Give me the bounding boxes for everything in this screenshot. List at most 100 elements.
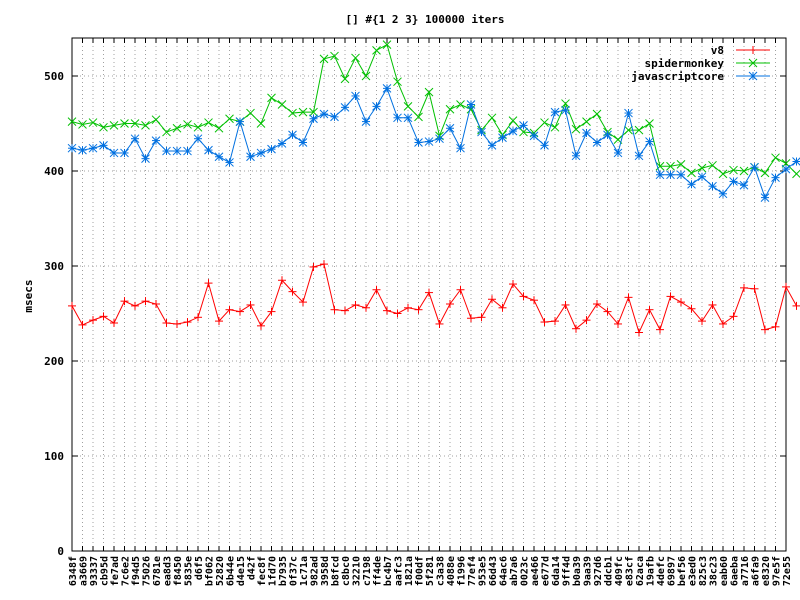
marker-stroke (645, 119, 654, 128)
marker-stroke (708, 160, 717, 170)
data-point (78, 320, 87, 329)
marker-stroke (550, 122, 560, 132)
y-tick-label: 200 (44, 355, 64, 368)
data-point (267, 144, 276, 154)
data-point (582, 316, 591, 325)
marker-stroke (624, 125, 633, 135)
data-point (351, 300, 360, 309)
data-point (708, 300, 717, 309)
marker-stroke (687, 168, 696, 178)
data-point (172, 123, 182, 133)
data-point (582, 117, 591, 126)
marker-stroke (445, 123, 455, 133)
marker-stroke (361, 117, 371, 126)
data-point (498, 303, 507, 312)
data-point (456, 100, 465, 109)
marker-stroke (582, 128, 591, 138)
marker-stroke (424, 87, 434, 97)
data-point (214, 123, 224, 133)
marker-stroke (235, 117, 245, 126)
marker-stroke (676, 170, 686, 180)
marker-stroke (592, 109, 602, 119)
data-point (204, 279, 213, 288)
marker-stroke (540, 140, 549, 150)
data-point (645, 137, 654, 146)
marker-stroke (288, 130, 297, 140)
data-point (162, 146, 171, 156)
data-point (341, 306, 349, 315)
data-point (781, 164, 791, 174)
data-point (592, 138, 602, 147)
x-tick-label: 825c3 (698, 556, 709, 586)
data-point (782, 282, 790, 291)
data-point (666, 161, 675, 171)
marker-stroke (141, 154, 150, 164)
marker-stroke (708, 181, 717, 191)
data-point (277, 100, 287, 109)
data-point (760, 168, 770, 178)
data-point (771, 173, 780, 183)
marker-stroke (319, 109, 329, 119)
x-tick-label: 1c71a (299, 556, 310, 586)
data-point (130, 119, 140, 128)
data-point (393, 309, 402, 318)
series-line (71, 43, 797, 175)
data-point (718, 189, 728, 199)
marker-stroke (760, 168, 770, 178)
data-point (435, 319, 444, 328)
x-tick-label: d4e15 (236, 556, 247, 586)
marker-stroke (435, 134, 444, 144)
data-point (477, 313, 486, 322)
marker-stroke (309, 114, 318, 124)
marker-stroke (792, 169, 800, 179)
data-point (719, 319, 727, 328)
marker-stroke (183, 146, 192, 156)
marker-stroke (624, 108, 633, 118)
data-point (761, 325, 769, 334)
data-point (445, 104, 455, 114)
marker-stroke (550, 107, 560, 117)
marker-stroke (519, 121, 528, 130)
data-point (183, 146, 192, 156)
data-point (99, 312, 108, 321)
data-point (445, 123, 455, 133)
x-tick-label: 6b44e (226, 556, 237, 586)
legend-label: javascriptcore (631, 70, 724, 83)
marker-stroke (697, 163, 707, 173)
data-point (572, 324, 580, 333)
x-axis-ticks: 6348f a3669 93337 cb95d fe7ad 7c6e2 f94d5 75026… (68, 38, 793, 586)
marker-stroke (361, 71, 371, 81)
series (67, 40, 800, 337)
marker-stroke (592, 138, 602, 147)
x-tick-label: 4088e (446, 556, 457, 586)
data-point (340, 102, 350, 112)
marker-stroke (655, 161, 665, 171)
x-tick-label: 64ac6 (499, 556, 510, 586)
series-line (71, 263, 797, 334)
marker-stroke (225, 114, 234, 124)
x-tick-label: f00df (415, 556, 426, 586)
data-point (214, 152, 224, 162)
marker-stroke (456, 100, 465, 109)
data-point (592, 109, 602, 119)
x-tick-label: 66d43 (488, 556, 499, 586)
data-point (162, 319, 171, 327)
data-point (687, 304, 696, 313)
marker-stroke (88, 118, 98, 127)
data-point (67, 117, 77, 126)
marker-stroke (78, 145, 87, 155)
marker-stroke (183, 120, 192, 129)
marker-stroke (141, 121, 150, 130)
x-tick-label: 5f281 (425, 556, 436, 586)
data-point (771, 322, 780, 331)
marker-stroke (771, 153, 780, 163)
data-point (246, 152, 255, 162)
data-point (582, 128, 591, 138)
marker-stroke (256, 119, 266, 128)
marker-stroke (193, 134, 203, 144)
data-point (729, 165, 738, 175)
data-point (173, 319, 181, 328)
data-point (603, 307, 612, 316)
data-point (89, 316, 97, 325)
data-point (424, 137, 434, 146)
